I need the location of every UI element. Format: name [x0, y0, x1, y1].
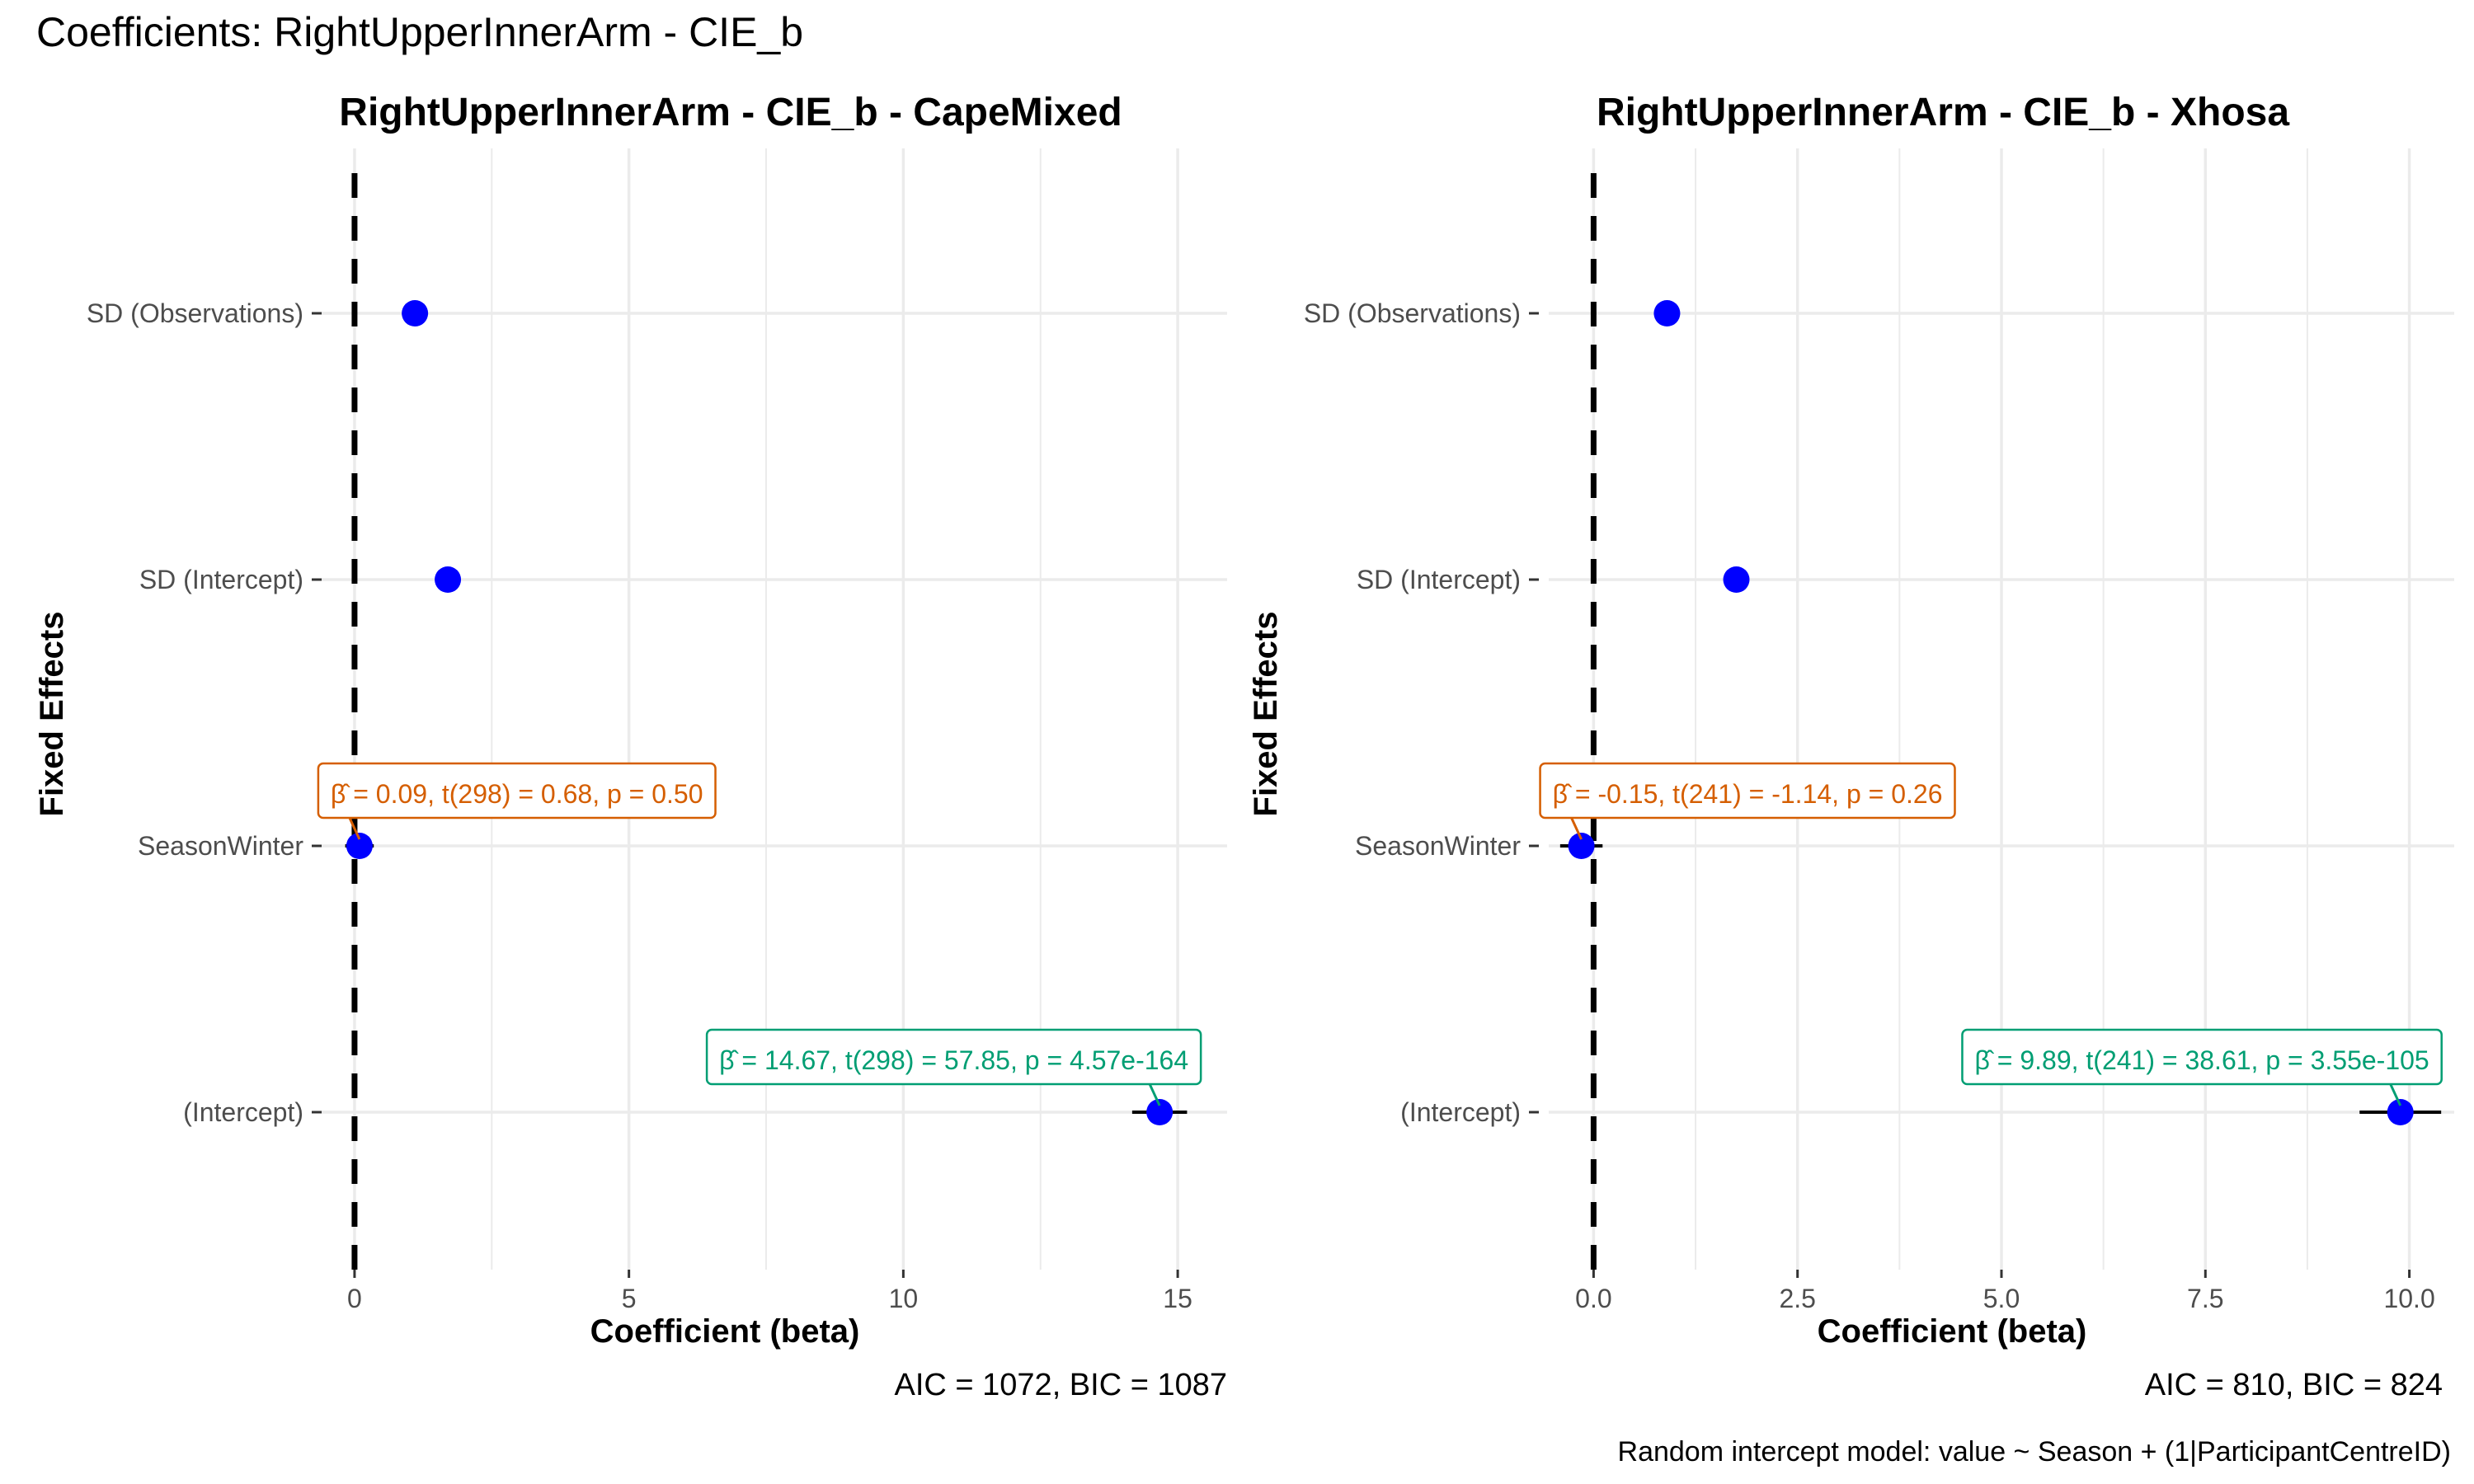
x-tick-label: 0 — [347, 1284, 362, 1313]
y-tick-label: SD (Intercept) — [1357, 565, 1521, 594]
coefficient-plot-capemixed: RightUpperInnerArm - CIE_b - CapeMixed SD… — [34, 91, 1228, 1402]
y-tick-label: SeasonWinter — [138, 831, 303, 861]
annotation-box — [705, 1028, 1202, 1086]
annotation-connector — [348, 817, 361, 840]
annotation-text: β̂ = 0.09, t(298) = 0.68, p = 0.50 — [331, 779, 703, 809]
estimate-annotation: β̂ = 0.09, t(298) = 0.68, p = 0.50 — [317, 762, 717, 840]
x-tick-label: 2.5 — [1779, 1284, 1815, 1313]
annotation-text: β̂ = -0.15, t(241) = -1.14, p = 0.26 — [1553, 779, 1943, 809]
model-caption: Random intercept model: value ~ Season +… — [1617, 1436, 2451, 1468]
grid-lines — [322, 148, 1227, 1270]
coefficient-plot-xhosa: RightUpperInnerArm - CIE_b - Xhosa SD (Ob… — [1248, 91, 2454, 1402]
x-tick-label: 15 — [1163, 1284, 1192, 1313]
x-tick-label: 5 — [622, 1284, 637, 1313]
y-tick-label: SD (Observations) — [1304, 298, 1521, 328]
y-tick-label: (Intercept) — [1400, 1097, 1521, 1127]
estimate-point — [346, 833, 373, 859]
x-tick-label: 5.0 — [1983, 1284, 2020, 1313]
panel-title: RightUpperInnerArm - CIE_b - CapeMixed — [339, 91, 1122, 134]
annotation-box — [317, 762, 717, 819]
annotation-box — [1961, 1028, 2443, 1086]
estimate-annotation: β̂ = -0.15, t(241) = -1.14, p = 0.26 — [1539, 762, 1956, 840]
panel-title: RightUpperInnerArm - CIE_b - Xhosa — [1597, 91, 2289, 134]
grid-lines — [1549, 148, 2454, 1270]
chart-panel-xhosa: RightUpperInnerArm - CIE_b - Xhosa SD (Ob… — [1227, 0, 2464, 1451]
annotation-text: β̂ = 14.67, t(298) = 57.85, p = 4.57e-16… — [719, 1045, 1188, 1075]
estimate-annotation: β̂ = 14.67, t(298) = 57.85, p = 4.57e-16… — [705, 1028, 1202, 1106]
x-tick-label: 0.0 — [1575, 1284, 1611, 1313]
annotation-connector — [2389, 1083, 2402, 1106]
estimate-point — [435, 566, 462, 593]
y-tick-label: SD (Observations) — [87, 298, 303, 328]
figure-title: Coefficients: RightUpperInnerArm - CIE_b — [36, 9, 804, 55]
x-axis-title: Coefficient (beta) — [1818, 1313, 2087, 1350]
fit-statistics: AIC = 810, BIC = 824 — [2145, 1368, 2443, 1402]
annotation-connector — [1148, 1083, 1161, 1106]
y-tick-label: SeasonWinter — [1355, 831, 1521, 861]
fit-statistics: AIC = 1072, BIC = 1087 — [895, 1368, 1228, 1402]
y-tick-label: (Intercept) — [183, 1097, 303, 1127]
estimate-point — [402, 300, 429, 326]
estimate-point — [1146, 1099, 1174, 1125]
x-tick-label: 7.5 — [2187, 1284, 2223, 1313]
annotation-text: β̂ = 9.89, t(241) = 38.61, p = 3.55e-105 — [1974, 1045, 2429, 1075]
annotation-box — [1539, 762, 1956, 819]
x-tick-label: 10 — [889, 1284, 919, 1313]
estimate-annotation: β̂ = 9.89, t(241) = 38.61, p = 3.55e-105 — [1961, 1028, 2443, 1106]
estimate-point — [2387, 1099, 2414, 1125]
estimate-point — [1723, 566, 1750, 593]
annotation-connector — [1570, 817, 1583, 840]
estimate-point — [1568, 833, 1595, 859]
estimate-point — [1653, 300, 1681, 326]
y-axis-title: Fixed Effects — [34, 612, 70, 817]
x-axis-title: Coefficient (beta) — [590, 1313, 860, 1350]
y-axis-title: Fixed Effects — [1248, 612, 1284, 817]
x-tick-label: 10.0 — [2383, 1284, 2434, 1313]
chart-panel-capemixed: RightUpperInnerArm - CIE_b - CapeMixed SD… — [0, 0, 1237, 1451]
y-tick-label: SD (Intercept) — [139, 565, 303, 594]
